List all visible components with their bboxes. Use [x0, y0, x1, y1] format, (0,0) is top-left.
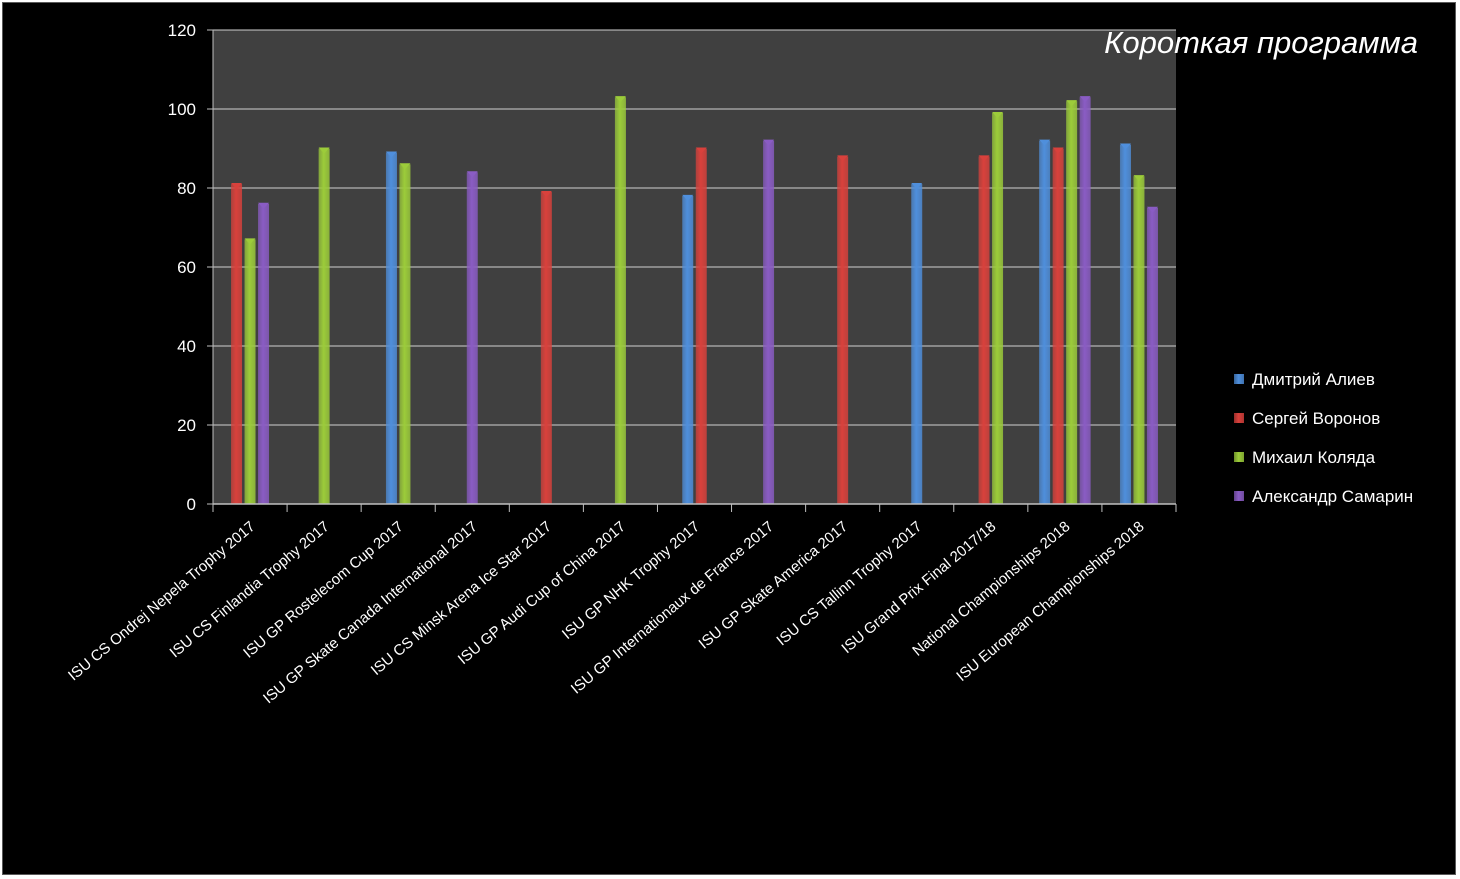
x-category-label: National Championships 2018 — [909, 518, 1073, 660]
y-tick-label: 20 — [177, 416, 196, 435]
bar-cap — [695, 147, 707, 154]
y-tick-label: 120 — [168, 21, 196, 40]
bar-cap — [911, 183, 923, 190]
y-axis-ticks: 0 20 40 60 80 100 120 — [168, 21, 213, 514]
bar — [1052, 148, 1064, 504]
bar — [1119, 144, 1131, 505]
bar-cap — [978, 155, 990, 162]
x-category-label: ISU GP NHK Trophy 2017 — [559, 518, 703, 643]
bar — [231, 184, 243, 505]
bar — [385, 152, 397, 504]
chart-title: Короткая программа — [1104, 25, 1418, 60]
legend: Дмитрий Алиев Сергей Воронов Михаил Коляда… — [1234, 370, 1413, 506]
bar-cap — [682, 194, 694, 201]
bar — [244, 239, 256, 504]
bar — [399, 164, 411, 505]
bar — [1079, 97, 1091, 505]
bar-cap — [992, 111, 1004, 118]
bar-cap — [385, 151, 397, 158]
bar-cap — [1133, 175, 1145, 182]
legend-swatch — [1234, 374, 1244, 384]
legend-label: Сергей Воронов — [1252, 409, 1380, 428]
bar — [1133, 176, 1145, 504]
legend-label: Михаил Коляда — [1252, 448, 1376, 467]
legend-swatch — [1234, 413, 1244, 423]
bar-cap — [399, 163, 411, 170]
bar-cap — [540, 190, 552, 197]
bar — [992, 112, 1004, 504]
bar — [978, 156, 990, 504]
bar-cap — [1066, 100, 1078, 107]
bar-cap — [231, 183, 243, 190]
bar-cap — [258, 202, 270, 209]
x-category-label: ISU CS Tallinn Trophy 2017 — [773, 518, 925, 649]
bar-cap — [244, 238, 256, 245]
bar — [1066, 101, 1078, 504]
bar-cap — [1079, 96, 1091, 103]
bars — [231, 96, 1158, 505]
axes — [212, 30, 1177, 512]
bar — [763, 140, 775, 504]
y-tick-label: 40 — [177, 337, 196, 356]
bar — [837, 156, 849, 504]
y-tick-label: 60 — [177, 258, 196, 277]
bar — [466, 172, 478, 504]
bar — [1039, 140, 1051, 504]
bar-cap — [318, 147, 330, 154]
bar — [1146, 207, 1158, 504]
bar — [318, 148, 330, 504]
bar-cap — [1052, 147, 1064, 154]
legend-swatch — [1234, 491, 1244, 501]
bar-cap — [837, 155, 849, 162]
bar — [614, 97, 626, 505]
bar-cap — [1119, 143, 1131, 150]
y-tick-label: 80 — [177, 179, 196, 198]
y-tick-label: 0 — [187, 495, 196, 514]
bar — [695, 148, 707, 504]
bar — [258, 203, 270, 505]
bar-cap — [1039, 139, 1051, 146]
bar — [682, 195, 694, 504]
legend-label: Александр Самарин — [1252, 487, 1413, 506]
gridlines — [213, 29, 1176, 505]
bar-cap — [1146, 206, 1158, 213]
bar-cap — [614, 96, 626, 103]
bar-cap — [763, 139, 775, 146]
legend-label: Дмитрий Алиев — [1252, 370, 1375, 389]
bar-cap — [466, 171, 478, 178]
bar — [540, 191, 552, 504]
x-category-label: ISU Grand Prix Final 2017/18 — [838, 518, 999, 657]
y-tick-label: 100 — [168, 100, 196, 119]
bar — [911, 184, 923, 505]
x-category-label: ISU GP Skate America 2017 — [696, 518, 852, 653]
legend-swatch — [1234, 452, 1244, 462]
